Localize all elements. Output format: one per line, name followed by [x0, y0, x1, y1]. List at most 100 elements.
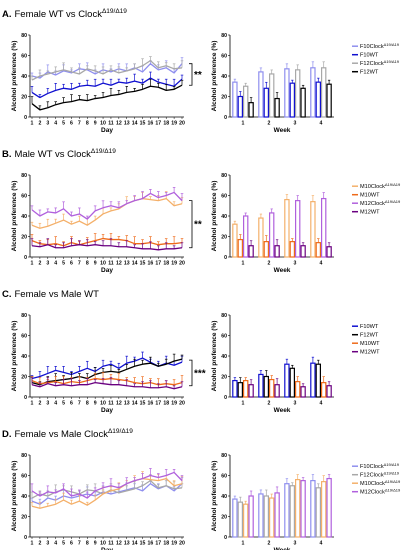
x-tick-label: 2	[268, 261, 271, 267]
bar-F12Clock	[315, 487, 322, 538]
y-tick-label: 0	[224, 535, 227, 541]
x-tick-label: 13	[124, 541, 130, 547]
x-tick-label: 5	[62, 541, 65, 547]
y-tick-label: 40	[21, 354, 27, 360]
y-axis-label: Alcohol preference (%)	[211, 321, 218, 392]
panel-title-sup: Δ19/Δ19	[91, 148, 116, 155]
x-tick-label: 1	[242, 401, 245, 407]
series-line-M10Clock	[31, 477, 183, 509]
series-line-F12Clock	[31, 59, 183, 81]
legend-label: M12WT	[360, 210, 380, 216]
legend-label: M10WT	[360, 341, 380, 347]
line-chart-A: A. Female WT vs ClockΔ19/Δ19 0 20 40 60 80Alco…	[2, 8, 202, 134]
series-line-M10WT	[31, 237, 183, 247]
y-tick-label: 20	[221, 514, 227, 520]
legend-entry: F12WT	[360, 70, 379, 76]
y-tick-label: 60	[221, 193, 227, 199]
legend-label: M10Clock	[360, 184, 385, 190]
x-tick-label: 9	[94, 541, 97, 547]
x-tick-label: 18	[163, 401, 169, 407]
legend-sup: Δ19/Δ19	[384, 470, 400, 475]
x-tick-label: 8	[86, 261, 89, 267]
bar-F12WT	[326, 83, 332, 118]
y-tick-label: 80	[221, 173, 227, 179]
x-tick-label: 3	[294, 401, 297, 407]
x-tick-label: 2	[268, 401, 271, 407]
x-tick-label: 6	[70, 541, 73, 547]
y-tick-label: 80	[21, 33, 27, 39]
bar-F10Clock	[310, 67, 316, 118]
bar-F12Clock	[269, 73, 275, 118]
x-axis-label: Week	[274, 407, 291, 414]
panel-title-sup: Δ19/Δ19	[108, 428, 133, 435]
legend-entry: F12WT	[360, 333, 379, 339]
legend-label: M12Clock	[360, 201, 385, 207]
x-tick-label: 10	[100, 261, 106, 267]
x-axis-label: Day	[101, 127, 113, 134]
legend-label: M12WT	[360, 350, 380, 356]
x-tick-label: 14	[132, 261, 138, 267]
bar-M10WT	[289, 241, 296, 258]
y-tick-label: 20	[21, 234, 27, 240]
x-tick-label: 16	[148, 121, 154, 127]
x-tick-label: 3	[46, 121, 49, 127]
x-tick-label: 20	[179, 121, 185, 127]
series-line-F12WT	[31, 84, 183, 111]
legend-label: M10Clock	[360, 481, 385, 487]
x-tick-label: 16	[148, 261, 154, 267]
significance-stars: **	[194, 220, 202, 231]
x-tick-label: 17	[155, 541, 161, 547]
series-line-M10WT	[31, 377, 183, 386]
x-tick-label: 10	[100, 401, 106, 407]
y-tick-label: 20	[221, 234, 227, 240]
y-tick-label: 0	[224, 255, 227, 261]
panel-title: B. Male WT vs ClockΔ19/Δ19	[2, 148, 116, 160]
x-tick-label: 3	[294, 541, 297, 547]
legend-label: F10Clock	[360, 464, 384, 470]
x-tick-label: 19	[171, 541, 177, 547]
y-axis-label: Alcohol preference (%)	[11, 181, 18, 252]
legend-label: F10WT	[360, 324, 379, 330]
y-tick-label: 40	[221, 74, 227, 80]
legend-label: F10Clock	[360, 44, 384, 50]
y-tick-label: 40	[21, 494, 27, 500]
x-tick-label: 13	[124, 401, 130, 407]
legend-entry: M10ClockΔ19/Δ19	[360, 479, 401, 487]
bar-M10WT	[269, 378, 275, 398]
x-tick-label: 1	[242, 541, 245, 547]
x-tick-label: 20	[179, 541, 185, 547]
bar-M10WT	[315, 242, 322, 258]
line-chart-D: D. Female vs Male ClockΔ19/Δ19 0 20 40 60 80Al…	[2, 428, 185, 550]
panel-title-text: Male WT vs Clock	[15, 149, 92, 160]
x-tick-label: 2	[38, 121, 41, 127]
bar-M12WT	[326, 246, 332, 258]
x-tick-label: 7	[78, 121, 81, 127]
y-tick-label: 0	[24, 115, 27, 121]
x-tick-label: 8	[86, 541, 89, 547]
y-tick-label: 40	[221, 214, 227, 220]
x-tick-label: 14	[132, 401, 138, 407]
y-tick-label: 80	[21, 173, 27, 179]
x-tick-label: 4	[54, 541, 57, 547]
bar-M12WT	[300, 245, 306, 258]
x-tick-label: 9	[94, 261, 97, 267]
legend-label: F12WT	[360, 333, 379, 339]
x-tick-label: 16	[148, 401, 154, 407]
bar-M10Clock	[269, 497, 275, 538]
bar-M10WT	[263, 241, 270, 258]
x-tick-label: 15	[140, 401, 146, 407]
bar-F12WT	[263, 375, 270, 398]
legend-entry: M10ClockΔ19/Δ19	[360, 182, 401, 190]
panel-title-text: Female WT vs Clock	[15, 9, 103, 20]
y-tick-label: 40	[21, 74, 27, 80]
series-line-M12WT	[31, 381, 183, 390]
legend-entry: F10WT	[360, 324, 379, 330]
bar-F12Clock	[237, 501, 243, 538]
bar-M12Clock	[300, 480, 306, 538]
y-tick-label: 80	[21, 453, 27, 459]
bar-F12WT	[237, 382, 243, 398]
